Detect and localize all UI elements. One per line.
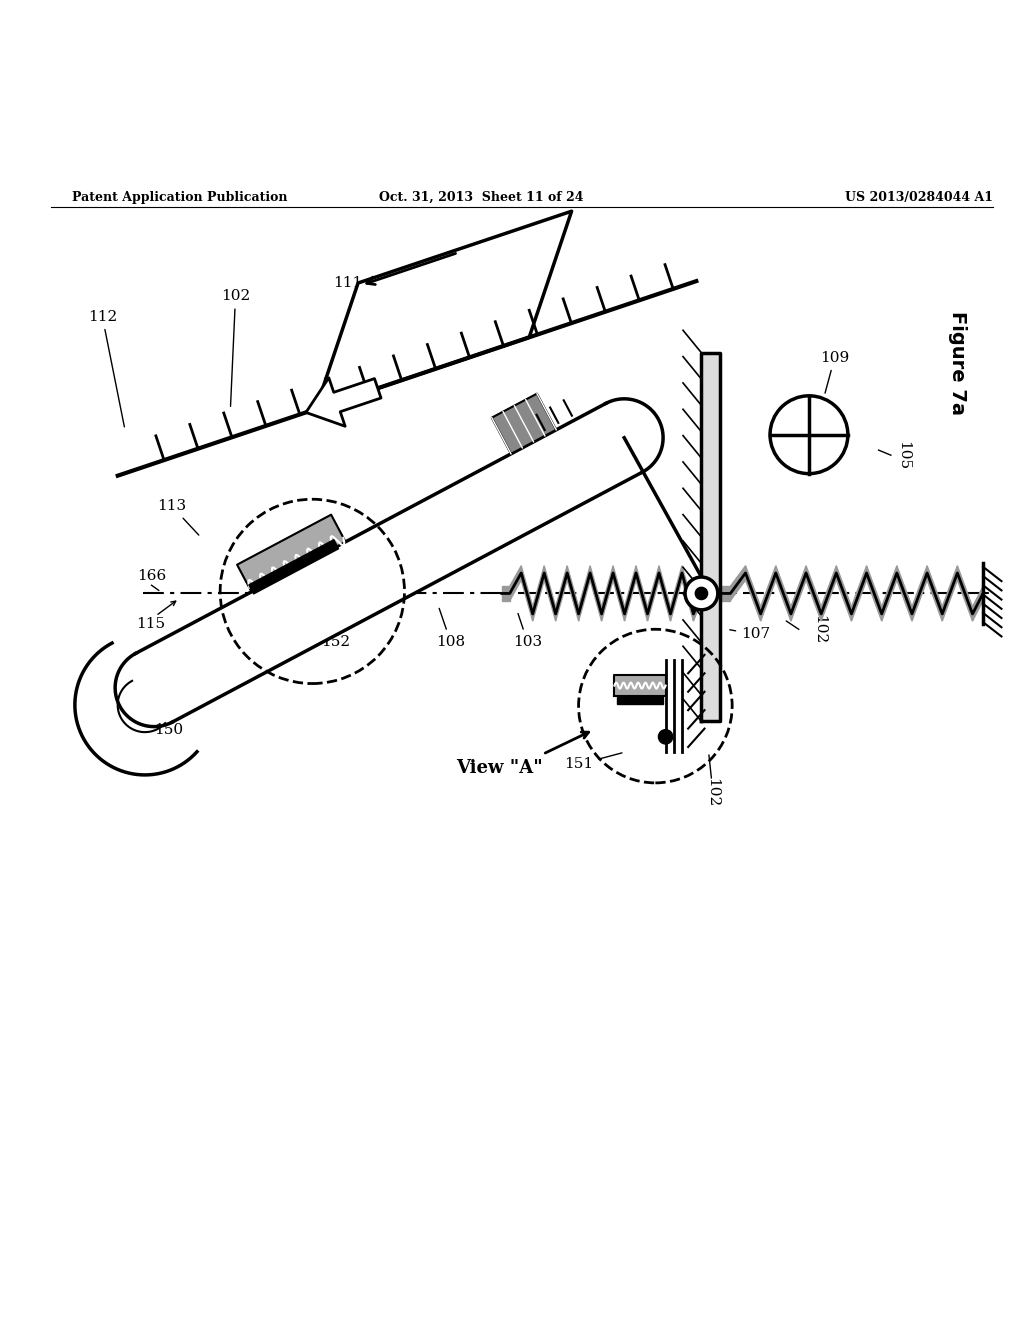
- Text: Oct. 31, 2013  Sheet 11 of 24: Oct. 31, 2013 Sheet 11 of 24: [379, 190, 584, 203]
- Text: 107: 107: [730, 627, 770, 642]
- Polygon shape: [510, 566, 521, 601]
- Text: 111: 111: [334, 276, 366, 330]
- Polygon shape: [671, 566, 682, 622]
- Polygon shape: [806, 566, 821, 622]
- Polygon shape: [791, 566, 806, 622]
- Text: 110: 110: [457, 286, 485, 350]
- Polygon shape: [306, 378, 381, 426]
- Polygon shape: [720, 586, 730, 601]
- Circle shape: [658, 730, 673, 744]
- Polygon shape: [614, 676, 666, 696]
- Polygon shape: [852, 566, 866, 622]
- Text: 104: 104: [578, 420, 606, 473]
- Polygon shape: [315, 211, 571, 409]
- Polygon shape: [521, 566, 532, 622]
- Polygon shape: [636, 566, 647, 622]
- Polygon shape: [590, 566, 602, 622]
- Polygon shape: [682, 566, 693, 622]
- Polygon shape: [776, 566, 791, 622]
- Polygon shape: [761, 566, 776, 622]
- Polygon shape: [532, 566, 544, 622]
- Polygon shape: [544, 566, 556, 622]
- Polygon shape: [927, 566, 942, 622]
- Polygon shape: [579, 566, 590, 622]
- Polygon shape: [567, 566, 579, 622]
- Text: Patent Application Publication: Patent Application Publication: [72, 190, 287, 203]
- Polygon shape: [942, 566, 957, 622]
- Polygon shape: [701, 352, 720, 722]
- Polygon shape: [957, 566, 973, 622]
- Polygon shape: [837, 566, 852, 622]
- Polygon shape: [556, 566, 567, 622]
- Text: Figure 7a: Figure 7a: [948, 312, 967, 414]
- Text: 102: 102: [705, 779, 719, 808]
- Text: 105: 105: [896, 441, 910, 470]
- Polygon shape: [502, 586, 510, 601]
- Polygon shape: [613, 566, 625, 622]
- Circle shape: [685, 577, 718, 610]
- Polygon shape: [492, 393, 556, 454]
- Polygon shape: [647, 566, 659, 622]
- Polygon shape: [866, 566, 882, 622]
- Polygon shape: [897, 566, 912, 622]
- Text: 102: 102: [812, 615, 826, 644]
- Polygon shape: [249, 540, 339, 594]
- Text: 166: 166: [137, 569, 166, 583]
- Polygon shape: [745, 566, 761, 622]
- Polygon shape: [625, 566, 636, 622]
- Text: 152: 152: [309, 612, 350, 648]
- Polygon shape: [136, 404, 642, 722]
- Text: 115: 115: [136, 618, 165, 631]
- Circle shape: [695, 587, 708, 599]
- Polygon shape: [659, 566, 671, 622]
- Text: 113: 113: [158, 499, 199, 535]
- Polygon shape: [821, 566, 837, 622]
- Text: View "A": View "A": [457, 759, 543, 776]
- Text: 102: 102: [221, 289, 250, 407]
- Polygon shape: [238, 515, 345, 591]
- Polygon shape: [912, 566, 927, 622]
- Polygon shape: [730, 566, 745, 601]
- Text: 112: 112: [88, 310, 124, 426]
- Text: View "B": View "B": [179, 661, 267, 680]
- Polygon shape: [602, 566, 613, 622]
- Text: 103: 103: [513, 614, 542, 648]
- Text: 109: 109: [820, 351, 849, 393]
- Polygon shape: [882, 566, 897, 622]
- Text: 150: 150: [155, 722, 183, 737]
- Text: 151: 151: [564, 752, 622, 771]
- Text: US 2013/0284044 A1: US 2013/0284044 A1: [845, 190, 993, 203]
- Polygon shape: [693, 586, 701, 622]
- Polygon shape: [617, 697, 663, 704]
- Polygon shape: [973, 586, 983, 622]
- Text: 108: 108: [436, 609, 465, 648]
